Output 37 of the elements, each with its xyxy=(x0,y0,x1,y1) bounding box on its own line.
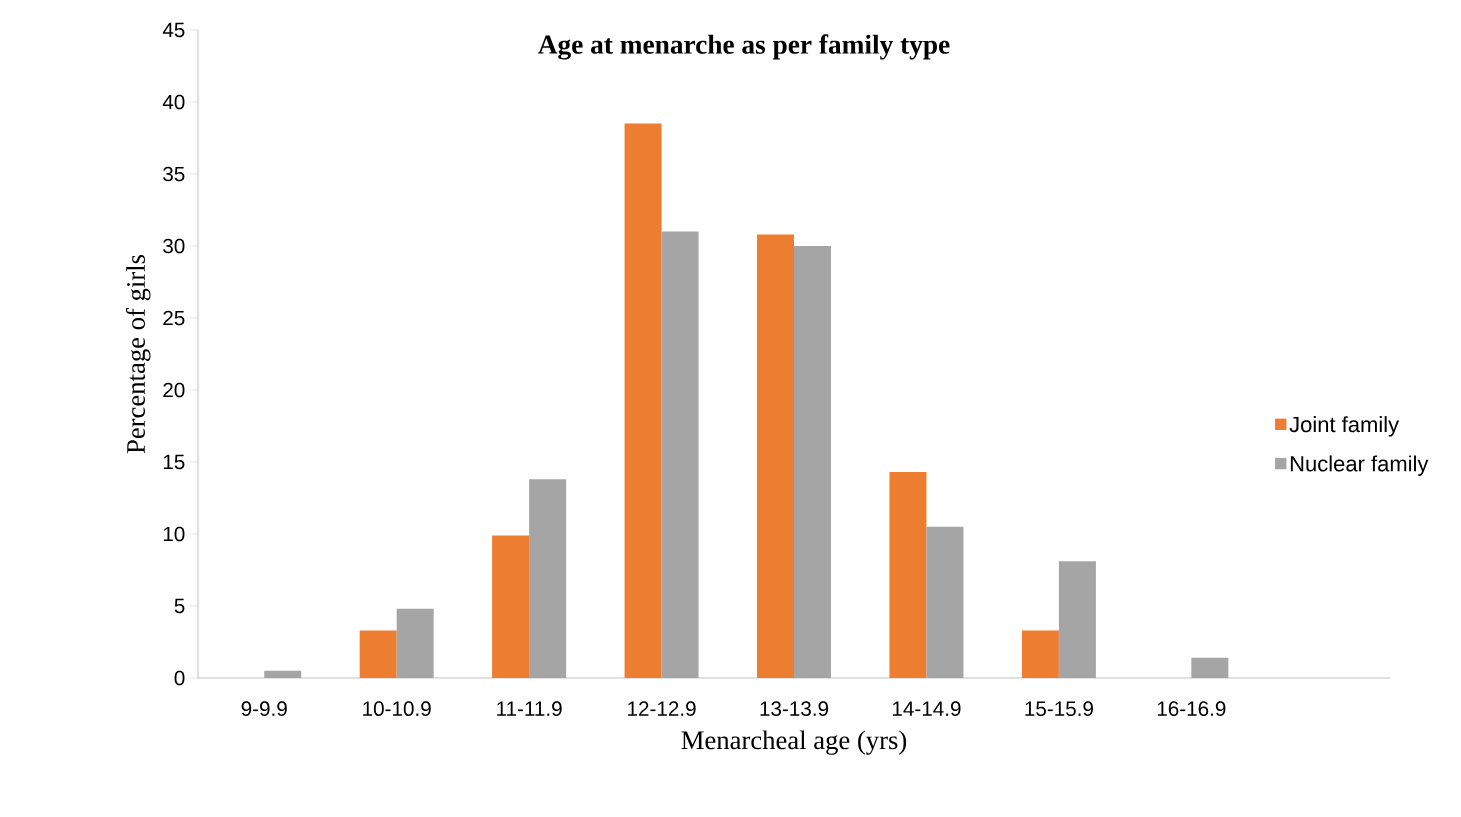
x-tick-label: 15-15.9 xyxy=(1025,701,1093,716)
y-tick-label: 10 xyxy=(163,526,185,542)
x-tick-label: 16-16.9 xyxy=(1157,701,1226,716)
bar xyxy=(926,526,964,678)
x-tick-label: 10-10.9 xyxy=(363,701,431,716)
bar xyxy=(757,234,794,678)
bar xyxy=(889,472,927,678)
legend-label: Nuclear family xyxy=(1290,455,1429,476)
bar xyxy=(492,535,530,678)
y-tick-label: 0 xyxy=(174,670,185,686)
bar xyxy=(1021,630,1059,678)
y-tick-label: 20 xyxy=(163,382,185,398)
bar xyxy=(396,608,434,678)
chart-title: Age at menarche as per family type xyxy=(538,34,950,60)
y-tick-label: 15 xyxy=(163,454,185,470)
bar xyxy=(264,670,302,678)
bar xyxy=(1191,657,1229,678)
bar xyxy=(661,231,699,678)
x-tick-label: 14-14.9 xyxy=(892,701,961,716)
bar xyxy=(624,123,662,678)
x-tick-label: 13-13.9 xyxy=(760,701,829,716)
x-tick-label: 12-12.9 xyxy=(628,701,696,716)
y-tick-label: 45 xyxy=(162,22,185,38)
x-tick-label: 9-9.9 xyxy=(241,701,287,716)
y-tick-label: 25 xyxy=(163,310,185,326)
y-axis-title: Percentage of girls xyxy=(125,255,151,454)
x-axis-title: Menarcheal age (yrs) xyxy=(681,730,907,755)
bar xyxy=(1058,561,1096,678)
y-tick-label: 30 xyxy=(163,238,185,254)
legend-label: Joint family xyxy=(1289,416,1400,437)
bar xyxy=(359,630,397,678)
y-tick-label: 40 xyxy=(162,94,185,110)
bar xyxy=(529,479,567,678)
y-tick-label: 35 xyxy=(163,166,185,182)
x-tick-label: 11-11.9 xyxy=(497,701,562,716)
y-tick-label: 5 xyxy=(174,598,185,614)
bar xyxy=(794,245,832,678)
